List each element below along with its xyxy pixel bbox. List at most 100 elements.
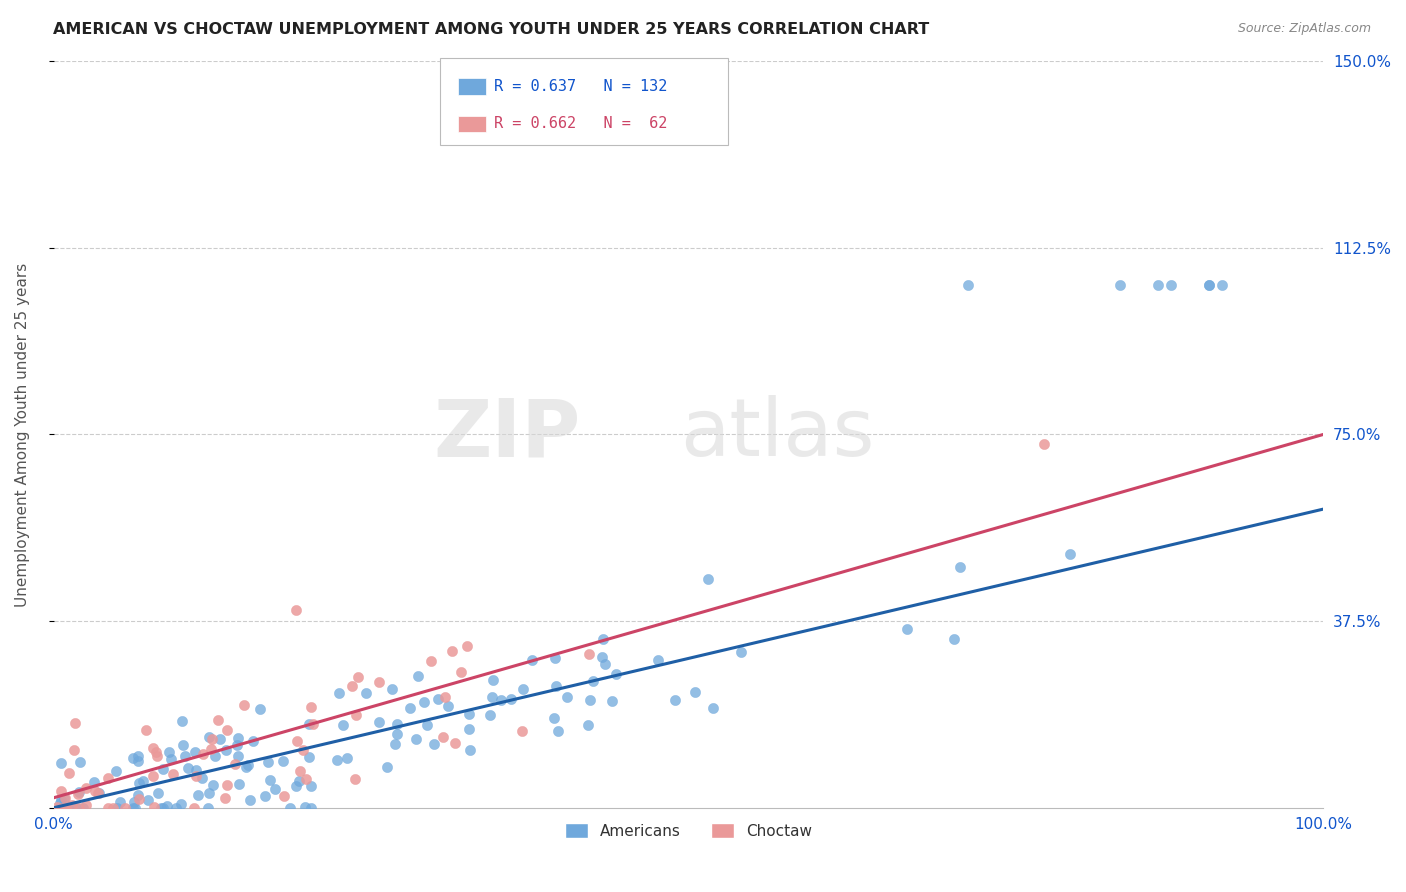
Point (146, 786, 169, 800)
Point (457, 722, 479, 736)
Point (481, 690, 503, 704)
Point (249, 702, 271, 716)
Point (346, 670, 368, 684)
Point (547, 724, 569, 739)
Point (72, 801, 94, 815)
Point (69, 756, 91, 770)
Point (278, 801, 301, 815)
Point (1059, 547, 1081, 561)
Point (287, 734, 309, 748)
Point (582, 673, 605, 688)
Point (105, 801, 128, 815)
Point (104, 764, 127, 778)
Point (436, 698, 458, 713)
Point (46, 800, 69, 814)
Point (387, 727, 409, 741)
Point (67, 801, 90, 815)
Point (198, 730, 221, 744)
Point (288, 774, 311, 789)
Point (298, 750, 321, 764)
Point (145, 745, 167, 759)
Point (209, 731, 232, 746)
Point (576, 718, 599, 732)
Point (152, 801, 174, 815)
Point (942, 632, 965, 646)
Point (284, 603, 307, 617)
Point (259, 773, 281, 788)
Point (256, 756, 278, 770)
Point (127, 788, 149, 802)
Point (1211, 278, 1233, 293)
Point (367, 674, 389, 689)
Point (685, 685, 707, 699)
Point (450, 665, 472, 679)
Point (1147, 278, 1170, 293)
Legend: Americans, Choctaw: Americans, Choctaw (558, 817, 818, 845)
Point (226, 738, 249, 752)
Point (578, 693, 600, 707)
Y-axis label: Unemployment Among Youth under 25 years: Unemployment Among Youth under 25 years (15, 262, 30, 607)
Point (51, 756, 73, 770)
Text: R = 0.662   N =  62: R = 0.662 N = 62 (494, 117, 666, 131)
Point (520, 653, 543, 667)
Point (142, 741, 165, 756)
Point (647, 653, 669, 667)
Point (384, 737, 406, 751)
Point (325, 753, 347, 767)
Point (239, 793, 262, 807)
Point (702, 700, 724, 714)
Point (127, 748, 149, 763)
Point (1032, 437, 1054, 451)
Point (1109, 278, 1132, 293)
Point (264, 782, 287, 797)
Point (128, 775, 150, 789)
Point (49, 783, 72, 797)
Point (67, 787, 90, 801)
Point (198, 787, 221, 801)
Point (135, 723, 157, 737)
Point (432, 731, 454, 745)
Point (122, 801, 145, 815)
Point (65, 801, 87, 815)
Point (405, 732, 427, 747)
Point (367, 714, 389, 729)
Point (197, 801, 219, 815)
Point (124, 801, 146, 815)
Point (294, 799, 316, 814)
Point (174, 749, 197, 764)
Point (49, 793, 72, 807)
Point (142, 768, 165, 782)
Point (356, 686, 378, 700)
Point (458, 743, 481, 757)
Point (238, 758, 260, 772)
Point (49, 801, 72, 815)
Point (948, 559, 970, 574)
Point (896, 622, 918, 636)
Point (191, 771, 214, 785)
Point (87, 785, 110, 799)
Point (226, 731, 249, 745)
Point (170, 797, 193, 811)
Point (273, 789, 295, 803)
Point (344, 772, 367, 786)
Point (512, 723, 534, 738)
Point (184, 745, 207, 759)
Point (157, 745, 180, 759)
Point (543, 711, 565, 725)
Point (75, 780, 97, 795)
Point (458, 706, 481, 721)
Point (242, 734, 264, 748)
Point (499, 692, 522, 706)
Point (152, 762, 174, 776)
Point (224, 756, 246, 771)
Point (202, 778, 225, 792)
Point (956, 278, 979, 293)
Point (53, 790, 76, 805)
Point (186, 763, 208, 777)
Text: atlas: atlas (681, 395, 875, 474)
Point (233, 698, 256, 712)
Point (122, 795, 145, 809)
Point (63, 715, 86, 730)
Point (555, 690, 578, 704)
Point (399, 701, 422, 715)
